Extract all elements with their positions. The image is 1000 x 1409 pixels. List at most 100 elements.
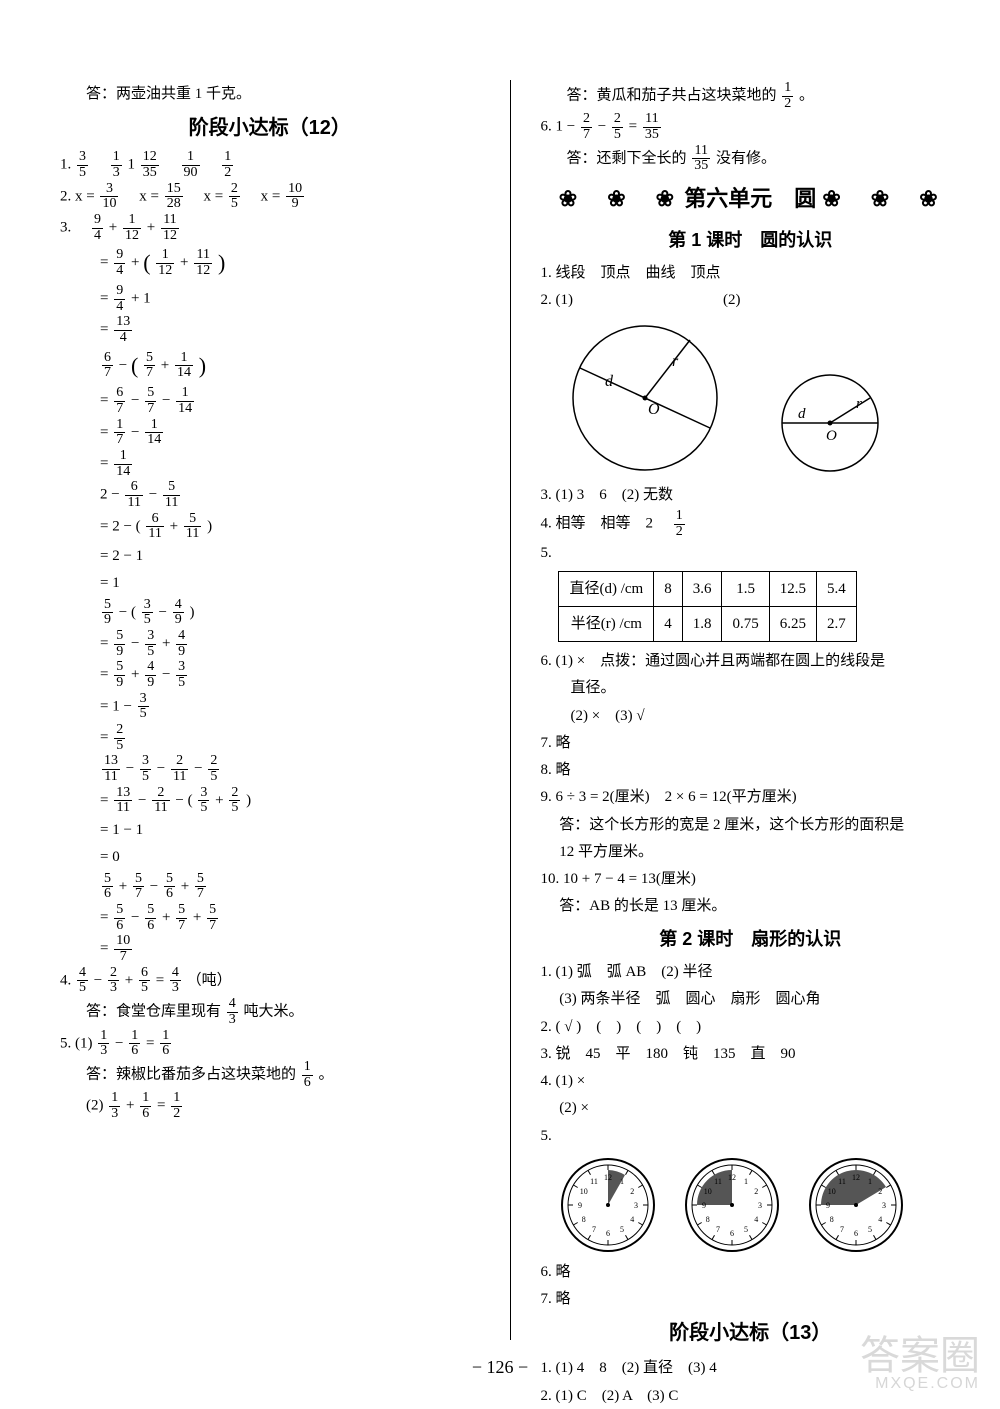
q6-answer: 答：还剩下全长的 1135 没有修。 <box>540 144 960 174</box>
svg-text:5: 5 <box>620 1225 624 1234</box>
clocks-row: 123456789101112 123456789101112 12345678… <box>558 1155 960 1255</box>
q3c3: = 2 − 1 <box>60 543 480 569</box>
l2-q2: 2. ( √ ) ( ) ( ) ( ) <box>540 1014 960 1040</box>
q5-2: (2) 13 + 16 = 12 <box>60 1091 480 1121</box>
svg-text:4: 4 <box>755 1215 759 1224</box>
svg-text:10: 10 <box>828 1187 836 1196</box>
q4: 4. 45 − 23 + 65 = 43 （吨） <box>60 966 480 996</box>
l2-q6: 6. 略 <box>540 1259 960 1285</box>
clock1-icon: 123456789101112 <box>558 1155 658 1255</box>
l2-q5: 5. <box>540 1123 960 1149</box>
q3a4: = 134 <box>60 315 480 345</box>
flower-icon: ❀ ❀ ❀ <box>822 186 941 211</box>
q3b1: 67 − ( 57 + 114 ) <box>60 347 480 386</box>
circles-diagram: d r O d r O <box>550 318 960 478</box>
l1-q1: 1. 线段 顶点 曲线 顶点 <box>540 260 960 286</box>
column-divider <box>510 80 511 1340</box>
l1-q10b: 答：AB 的长是 13 厘米。 <box>540 893 960 919</box>
l1-q9a: 9. 6 ÷ 3 = 2(厘米) 2 × 6 = 12(平方厘米) <box>540 784 960 810</box>
q3c1: 2 − 611 − 511 <box>60 480 480 510</box>
svg-text:O: O <box>648 401 660 418</box>
q3e3: = 1 − 1 <box>60 817 480 843</box>
q5-1-answer: 答：辣椒比番茄多占这块菜地的 16 。 <box>60 1060 480 1090</box>
svg-text:8: 8 <box>582 1215 586 1224</box>
stage12-title: 阶段小达标（12） <box>60 111 480 146</box>
clock3-icon: 123456789101112 <box>806 1155 906 1255</box>
svg-text:12: 12 <box>604 1173 612 1182</box>
q4-answer: 答：食堂仓库里现有 43 吨大米。 <box>60 997 480 1027</box>
table-row: 直径(d) /cm83.6 1.512.55.4 <box>559 571 856 606</box>
q3e2: = 1311 − 211 − ( 35 + 25 ) <box>60 786 480 816</box>
watermark: 答案圈 MXQE.COM <box>860 1336 980 1392</box>
l1-q2: 2. (1) (2) <box>540 287 960 313</box>
q2: 2. x = 310 x = 1528 x = 25 x = 109 <box>60 182 480 212</box>
svg-text:9: 9 <box>826 1201 830 1210</box>
q3d5: = 25 <box>60 723 480 753</box>
svg-text:r: r <box>856 396 862 412</box>
circle1-icon: d r O <box>550 318 740 478</box>
l1-q6-1: 6. (1) × 点拨：通过圆心并且两端都在圆上的线段是 <box>540 648 960 674</box>
l1-q3: 3. (1) 3 6 (2) 无数 <box>540 482 960 508</box>
q3d4: = 1 − 35 <box>60 692 480 722</box>
q3d2: = 59 − 35 + 49 <box>60 629 480 659</box>
svg-text:7: 7 <box>840 1225 844 1234</box>
svg-text:2: 2 <box>631 1187 635 1196</box>
svg-text:2: 2 <box>755 1187 759 1196</box>
svg-text:2: 2 <box>879 1187 883 1196</box>
l1-q5: 5. <box>540 540 960 566</box>
q3b3: = 17 − 114 <box>60 418 480 448</box>
q1: 1. 35 13 1 1235 190 12 <box>60 150 480 180</box>
svg-text:11: 11 <box>839 1177 847 1186</box>
unit6-title: ❀ ❀ ❀ 第六单元 圆 ❀ ❀ ❀ <box>540 180 960 219</box>
svg-text:4: 4 <box>631 1215 635 1224</box>
q3a1: 3. 94 + 112 + 1112 <box>60 213 480 243</box>
svg-text:O: O <box>826 428 837 444</box>
q3f3: = 107 <box>60 934 480 964</box>
l1-q7: 7. 略 <box>540 730 960 756</box>
svg-text:10: 10 <box>580 1187 588 1196</box>
svg-text:4: 4 <box>879 1215 883 1224</box>
svg-text:1: 1 <box>868 1177 872 1186</box>
circle2-icon: d r O <box>770 358 890 478</box>
svg-text:1: 1 <box>744 1177 748 1186</box>
q3d3: = 59 + 49 − 35 <box>60 660 480 690</box>
q3e1: 1311 − 35 − 211 − 25 <box>60 754 480 784</box>
right-column: 答：黄瓜和茄子共占这块菜地的 12 。 6. 1 − 27 − 25 = 113… <box>530 80 960 1340</box>
flower-icon: ❀ ❀ ❀ <box>559 186 678 211</box>
svg-text:11: 11 <box>715 1177 723 1186</box>
q3c4: = 1 <box>60 570 480 596</box>
svg-text:6: 6 <box>730 1229 734 1238</box>
top-answer: 答：两壶油共重 1 千克。 <box>60 81 480 107</box>
table-row: 半径(r) /cm41.8 0.756.252.7 <box>559 606 856 641</box>
svg-text:12: 12 <box>728 1173 736 1182</box>
l2-q1b: (3) 两条半径 弧 圆心 扇形 圆心角 <box>540 986 960 1012</box>
lesson1-title: 第 1 课时 圆的认识 <box>540 225 960 257</box>
svg-text:3: 3 <box>758 1201 762 1210</box>
q3e4: = 0 <box>60 844 480 870</box>
l1-q10a: 10. 10 + 7 − 4 = 13(厘米) <box>540 866 960 892</box>
svg-text:11: 11 <box>591 1177 599 1186</box>
svg-text:r: r <box>672 353 679 370</box>
q3c2: = 2 − ( 611 + 511 ) <box>60 512 480 542</box>
svg-text:9: 9 <box>702 1201 706 1210</box>
svg-text:5: 5 <box>868 1225 872 1234</box>
svg-text:1: 1 <box>620 1177 624 1186</box>
svg-text:8: 8 <box>830 1215 834 1224</box>
page-number: − 126 − <box>0 1357 1000 1378</box>
l1-q6-1b: 直径。 <box>540 675 960 701</box>
diameter-radius-table: 直径(d) /cm83.6 1.512.55.4 半径(r) /cm41.8 0… <box>558 571 856 643</box>
lesson2-title: 第 2 课时 扇形的认识 <box>540 924 960 956</box>
svg-text:6: 6 <box>854 1229 858 1238</box>
q3d1: 59 − ( 35 − 49 ) <box>60 598 480 628</box>
q3f2: = 56 − 56 + 57 + 57 <box>60 903 480 933</box>
q5-2-answer: 答：黄瓜和茄子共占这块菜地的 12 。 <box>540 81 960 111</box>
svg-text:12: 12 <box>852 1173 860 1182</box>
q3f1: 56 + 57 − 56 + 57 <box>60 872 480 902</box>
q3b4: = 114 <box>60 449 480 479</box>
q3a3: = 94 + 1 <box>60 284 480 314</box>
l1-q8: 8. 略 <box>540 757 960 783</box>
l2-q1a: 1. (1) 弧 弧 AB (2) 半径 <box>540 959 960 985</box>
l2-q3: 3. 锐 45 平 180 钝 135 直 90 <box>540 1041 960 1067</box>
svg-text:5: 5 <box>744 1225 748 1234</box>
l1-q4: 4. 相等 相等 2 12 <box>540 509 960 539</box>
